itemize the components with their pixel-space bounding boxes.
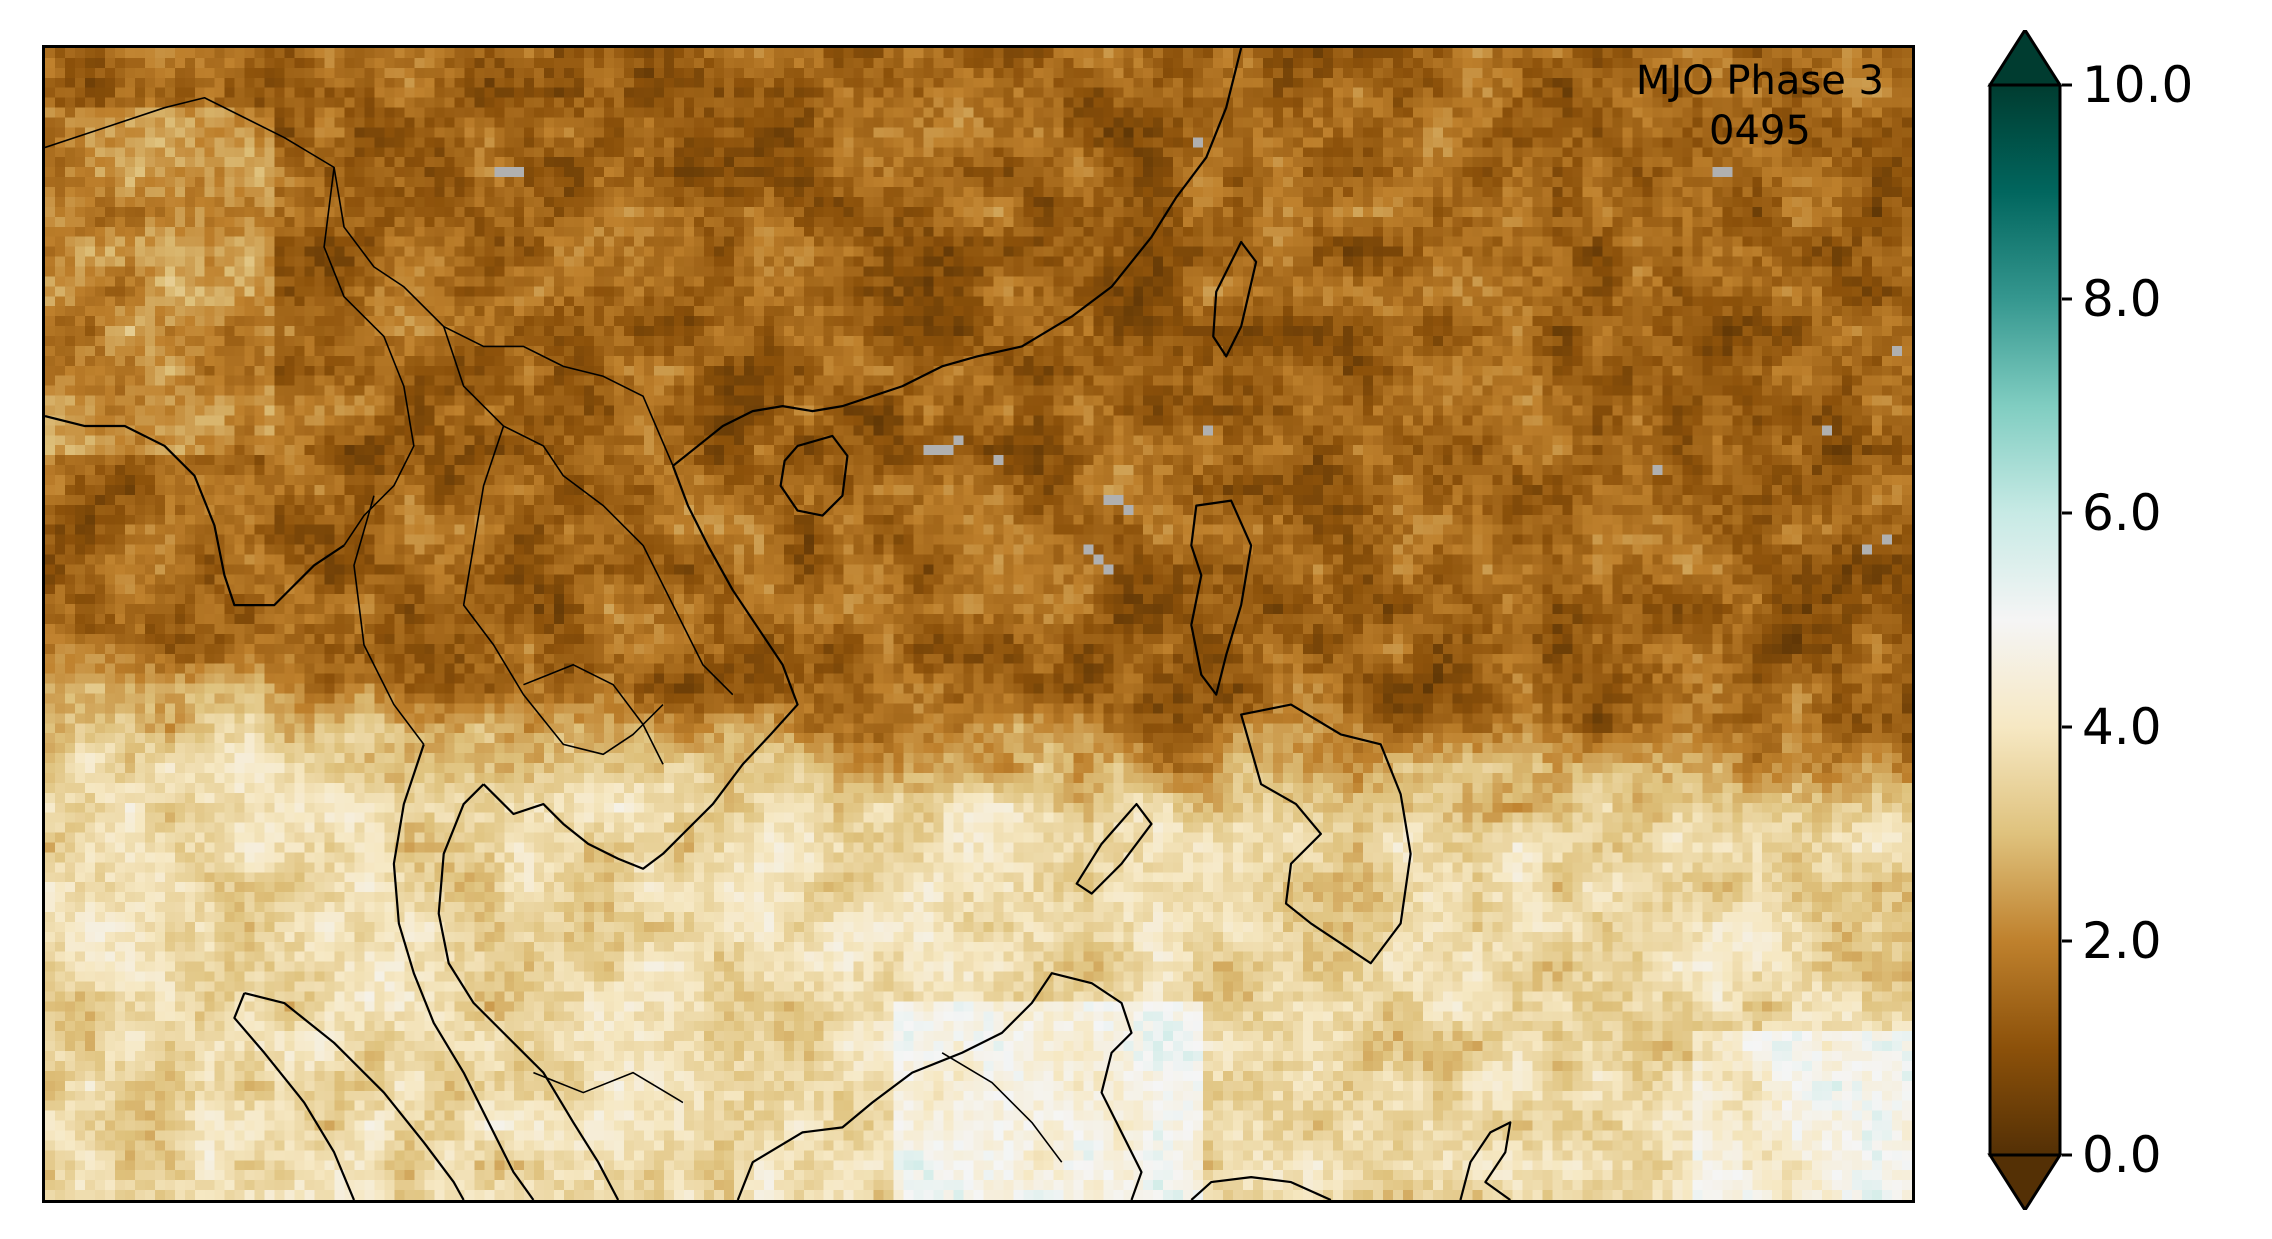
colorbar-extend-top bbox=[1987, 30, 2063, 87]
colorbar-tick-mark bbox=[2062, 297, 2072, 301]
colorbar bbox=[1987, 30, 2063, 1210]
coastline-mindanao bbox=[1240, 703, 1412, 965]
coastline-malay bbox=[437, 783, 620, 1200]
coastline-taiwan bbox=[1212, 240, 1258, 358]
coastline-sulawesi bbox=[1459, 1121, 1512, 1200]
coastline-myanmar bbox=[45, 415, 345, 607]
map-title-phase: MJO Phase 3 bbox=[1635, 58, 1884, 104]
coastline-malay-west bbox=[392, 744, 535, 1200]
map-title: MJO Phase 3 0495 bbox=[1636, 56, 1884, 156]
colorbar-tick-mark bbox=[2062, 511, 2072, 515]
colorbar-tick-label: 6.0 bbox=[2082, 484, 2162, 542]
coastline-china bbox=[672, 48, 1243, 467]
colorbar-tick-mark bbox=[2062, 939, 2072, 943]
colorbar-tick-label: 0.0 bbox=[2082, 1126, 2162, 1184]
coastlines bbox=[45, 48, 1512, 1200]
colorbar-ticks: 0.0 2.0 4.0 6.0 8.0 10.0 bbox=[2062, 0, 2272, 1239]
map-frame: MJO Phase 3 0495 bbox=[42, 45, 1915, 1203]
colorbar-body bbox=[1988, 83, 2062, 1157]
coastline-borneo bbox=[736, 972, 1143, 1200]
coastline-sumatra bbox=[233, 992, 465, 1200]
colorbar-tick-label: 4.0 bbox=[2082, 698, 2162, 756]
coastline-palawan bbox=[1075, 802, 1153, 895]
coastline-luzon bbox=[1190, 499, 1253, 696]
country-borders bbox=[45, 96, 1063, 1163]
coastline-hainan bbox=[779, 434, 849, 517]
colorbar-tick-mark bbox=[2062, 725, 2072, 729]
colorbar-tick-mark bbox=[2062, 83, 2072, 87]
precipitation-field bbox=[45, 48, 1912, 1200]
colorbar-tick-mark bbox=[2062, 1153, 2072, 1157]
colorbar-tick-label: 8.0 bbox=[2082, 270, 2162, 328]
colorbar-tick-label: 10.0 bbox=[2082, 56, 2194, 114]
coastline-halmahera bbox=[1190, 1176, 1332, 1200]
map-title-date: 0495 bbox=[1709, 108, 1811, 154]
colorbar-tick-label: 2.0 bbox=[2082, 912, 2162, 970]
colorbar-extend-bottom bbox=[1987, 1153, 2063, 1210]
coastline-indochina bbox=[482, 465, 799, 870]
